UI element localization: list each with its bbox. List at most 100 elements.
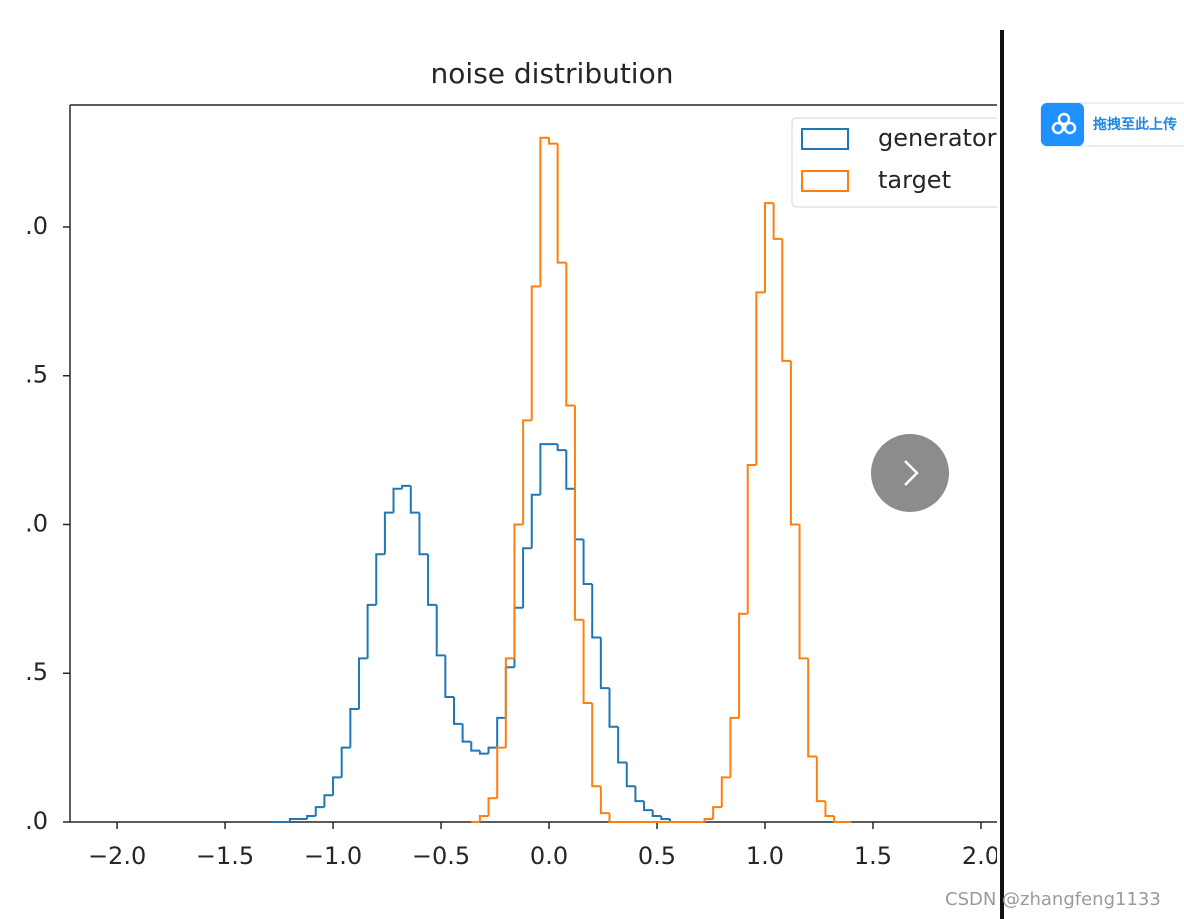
hist-step (470, 741, 480, 752)
hist-step (582, 619, 593, 704)
hist-step (833, 816, 843, 823)
hist-step (452, 697, 463, 725)
x-tick-label: −0.5 (412, 842, 470, 870)
legend-box (791, 117, 997, 208)
hist-step (573, 488, 584, 541)
hist-step (651, 810, 662, 818)
y-tick-label: .0 (25, 509, 48, 537)
hist-step (504, 666, 515, 718)
hist-step (591, 583, 601, 639)
upload-text: 拖拽至此上传 (1093, 116, 1177, 133)
hist-step (807, 658, 817, 758)
x-tick-label: 2.0 (962, 842, 1000, 870)
legend-swatch (801, 128, 849, 150)
legend-label: generator (878, 124, 997, 152)
x-tick-label: 0.0 (530, 842, 568, 870)
hist-step (427, 554, 437, 606)
hist-step (763, 202, 774, 293)
hist-step (643, 801, 653, 812)
hist-step (314, 806, 325, 817)
hist-step (548, 137, 558, 145)
hist-step (539, 443, 550, 495)
hist-step (599, 637, 610, 690)
hist-step (418, 512, 429, 556)
hist-step (530, 493, 541, 549)
hist-step (392, 487, 403, 513)
hist-step (591, 702, 601, 788)
x-tick-label: 1.0 (746, 842, 784, 870)
hist-step (504, 657, 515, 748)
hist-step (746, 463, 757, 614)
hist-step (781, 238, 791, 362)
x-tick-label: 0.5 (638, 842, 676, 870)
y-tick-label: .0 (25, 807, 48, 835)
hist-step (383, 511, 394, 555)
divider (1000, 30, 1004, 919)
watermark: CSDN @zhangfeng1133 (945, 889, 1161, 910)
hist-step (729, 716, 740, 778)
hist-step (755, 291, 765, 465)
legend-label: target (878, 166, 951, 194)
hist-step (608, 688, 619, 728)
hist-step (487, 746, 498, 754)
y-tick-label: .0 (25, 212, 48, 240)
hist-step (435, 604, 446, 657)
x-tick-label: −2.0 (88, 842, 146, 870)
hist-step (444, 655, 454, 699)
hist-step (573, 405, 584, 621)
chart-title: noise distribution (431, 57, 674, 90)
y-tick-label: .5 (25, 361, 48, 389)
legend-swatch (801, 170, 849, 192)
hist-step (556, 444, 567, 452)
hist-step (599, 786, 610, 815)
hist-step (349, 707, 359, 748)
hist-step (340, 746, 351, 778)
hist-step (409, 485, 420, 514)
hist-step (522, 547, 532, 608)
hist-step (634, 786, 645, 803)
hist-step (565, 450, 575, 490)
hist-step (565, 262, 575, 407)
hist-step (815, 756, 826, 803)
hist-step (772, 203, 783, 240)
upload-button[interactable]: 拖拽至此上传 (1040, 102, 1184, 147)
hist-step (513, 606, 524, 668)
hist-step (478, 750, 489, 755)
hist-step (720, 776, 731, 808)
plot-area: −2.0 −1.5 −1.0 −0.5 0.0 0.5 1.0 1.5 2.0 .0 .5 .0 .5.… (25, 104, 1000, 870)
hist-step (660, 816, 670, 821)
x-tick-label: −1.5 (196, 842, 254, 870)
hist-step (496, 716, 506, 748)
hist-step (798, 524, 809, 660)
hist-step (712, 806, 722, 820)
hist-step (789, 360, 800, 526)
x-tick-label: 1.5 (854, 842, 892, 870)
x-tick-label: −1.0 (304, 842, 362, 870)
hist-step (332, 776, 342, 796)
hist-step (487, 797, 498, 817)
hist-step (556, 143, 567, 264)
hist-step (375, 553, 385, 605)
hist-step (306, 815, 316, 820)
hist-step (522, 419, 532, 525)
hist-step (461, 723, 472, 743)
hist-step (357, 657, 368, 709)
hist-step (478, 815, 489, 822)
hist-step (401, 484, 411, 489)
hist-step (288, 818, 299, 822)
hist-step (582, 539, 593, 585)
hist-step (703, 818, 714, 822)
next-button[interactable] (871, 434, 949, 512)
y-tick-label: .5 (25, 658, 48, 686)
hist-step (539, 136, 550, 287)
hist-step (513, 523, 524, 659)
hist-step (617, 726, 627, 764)
hist-step (366, 603, 377, 659)
hist-step (608, 813, 619, 823)
hist-step (496, 746, 506, 799)
hist-step (738, 612, 748, 718)
hist-step (323, 794, 334, 808)
hist-step (625, 762, 636, 788)
